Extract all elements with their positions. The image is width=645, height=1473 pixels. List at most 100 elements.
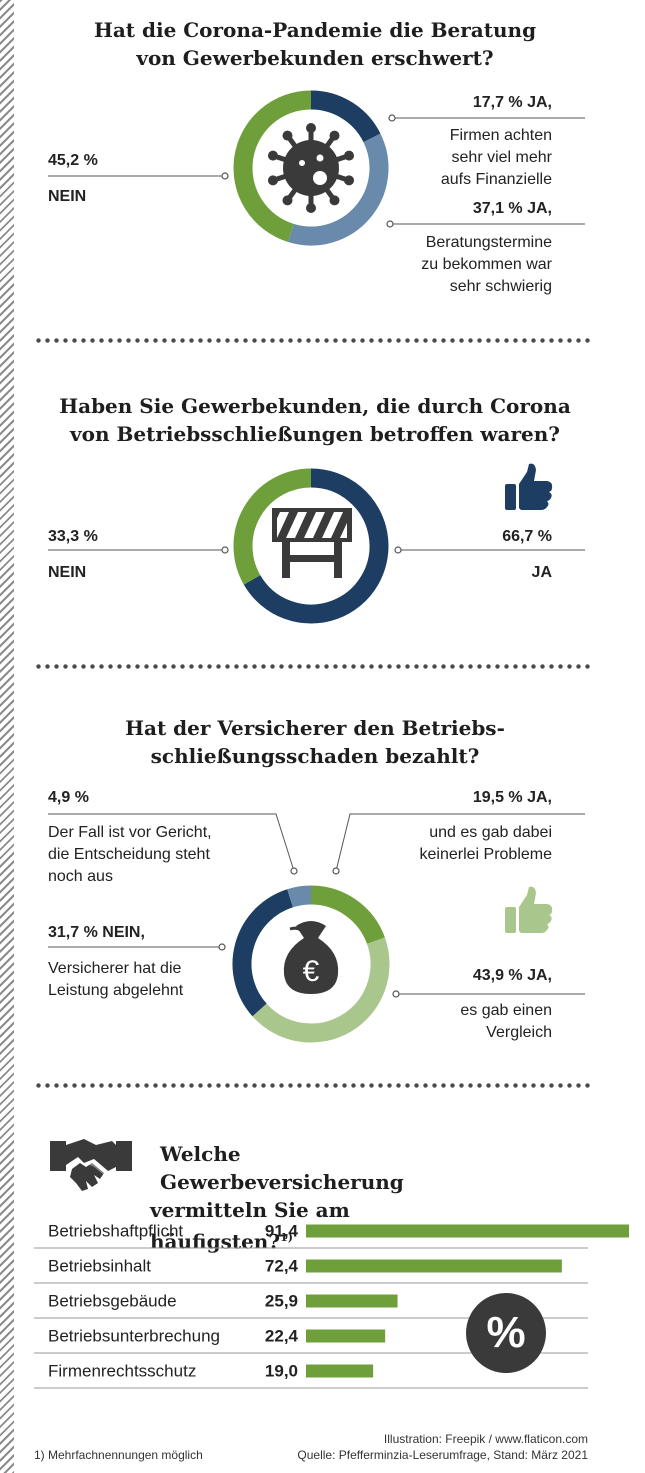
s3-d-desc-line: Vergleich: [486, 1024, 552, 1041]
section4-title-line2: vermitteln Sie am häufigsten?: [150, 1198, 350, 1254]
s1-r1-value: 17,7 % JA,: [472, 94, 552, 111]
virus-spot: [316, 154, 324, 162]
leader-dot: [332, 867, 340, 875]
section1-title: Hat die Corona-Pandemie die Beratung von…: [20, 16, 610, 72]
illustration-credit: Illustration: Freepik / www.flaticon.com: [383, 1432, 588, 1446]
thumbs-up-icon: [505, 463, 553, 510]
virus-spike-tip: [267, 175, 278, 186]
leader-dot: [392, 990, 400, 998]
bar-category-label: Betriebsunterbrechung: [48, 1327, 220, 1346]
s1-r1-desc: Firmen achten sehr viel mehr aufs Finanz…: [441, 125, 552, 191]
barrier-stripe: [322, 512, 343, 538]
bar-category-label: Betriebshaftpflicht: [48, 1222, 183, 1241]
s1-r2-desc-line: zu bekommen war: [421, 256, 552, 273]
bar: [306, 1329, 386, 1343]
s3-d-desc-line: es gab einen: [460, 1002, 552, 1019]
s3-b-desc-line: keinerlei Probleme: [419, 846, 552, 863]
s3-c-desc-line: Leistung abgelehnt: [48, 982, 184, 999]
dotted-divider: [34, 338, 590, 343]
s3-c-desc-line: Versicherer hat die: [48, 960, 182, 977]
bag-tie: [289, 926, 306, 935]
section3-title-line2: schließungsschaden bezahlt?: [150, 744, 480, 768]
virus-spike-tip: [282, 195, 293, 206]
s1-r1-desc-line: aufs Finanzielle: [440, 171, 552, 188]
virus-spot: [313, 171, 327, 185]
donut-chart-1: [48, 90, 585, 246]
bar-value-label: 22,4: [265, 1327, 299, 1346]
bag-body: [283, 938, 339, 994]
virus-icon: [267, 123, 355, 213]
virus-spike-tip: [306, 123, 316, 133]
s3-d-value: 43,9 % JA,: [472, 967, 552, 984]
donut-chart-3: €: [48, 813, 585, 1043]
virus-spike-tip: [344, 150, 355, 161]
hatched-border: [0, 0, 14, 1473]
thumb-hand: [519, 463, 553, 510]
donut-chart-2: [48, 463, 585, 624]
handshake-icon: [50, 1139, 132, 1191]
donut-slice: [252, 937, 390, 1043]
dotted-divider: [34, 1083, 590, 1088]
percent-badge: %: [466, 1293, 546, 1373]
barrier-stripe: [286, 512, 307, 538]
bar: [306, 1224, 629, 1238]
money-bag-icon: €: [283, 921, 339, 994]
s3-b-desc: und es gab dabei keinerlei Probleme: [419, 822, 552, 866]
virus-spike-tip: [329, 130, 340, 141]
s3-b-value: 19,5 % JA,: [472, 789, 552, 806]
barrier-stripe: [304, 512, 325, 538]
s1-left-value: 45,2 %: [48, 152, 98, 169]
thumb-cuff: [505, 484, 516, 510]
s1-r2-desc: Beratungstermine zu bekommen war sehr sc…: [421, 232, 552, 298]
bar: [306, 1294, 398, 1308]
leader-dot: [218, 943, 226, 951]
footnote: 1) Mehrfachnennungen möglich: [34, 1448, 203, 1462]
bar-category-label: Betriebsinhalt: [48, 1257, 151, 1276]
s3-c-value: 31,7 % NEIN,: [48, 924, 145, 941]
section2-title: Haben Sie Gewerbekunden, die durch Coron…: [20, 392, 610, 448]
virus-spike-tip: [267, 150, 278, 161]
s3-a-desc-line: noch aus: [48, 868, 113, 885]
bar-category-label: Firmenrechtsschutz: [48, 1362, 196, 1381]
barrier-stripe: [340, 522, 347, 538]
s2-left-label: NEIN: [48, 564, 87, 581]
donut-slice: [287, 885, 312, 908]
donut-slice: [233, 90, 312, 242]
bar: [306, 1364, 374, 1378]
bar-value-label: 91,4: [265, 1222, 299, 1241]
thumbs-up-icon: [505, 886, 553, 933]
section2-title-line2: von Betriebsschließungen betroffen waren…: [70, 422, 560, 446]
leader-dot: [394, 546, 402, 554]
section1-title-line2: von Gewerbekunden erschwert?: [136, 46, 494, 70]
footnote-marker: 1): [280, 1231, 293, 1244]
bar-value-label: 72,4: [265, 1257, 299, 1276]
section2-title-line1: Haben Sie Gewerbekunden, die durch Coron…: [59, 394, 571, 418]
virus-spike-tip: [329, 195, 340, 206]
s2-right-label: JA: [531, 564, 552, 581]
bar-category-label: Betriebsgebäude: [48, 1292, 177, 1311]
virus-spike-tip: [306, 203, 316, 213]
s1-r2-desc-line: sehr schwierig: [449, 278, 552, 295]
donut-slice: [243, 468, 389, 624]
leader-line: [335, 813, 585, 872]
thumb-cuff: [505, 907, 516, 933]
s1-r1-desc-line: Firmen achten: [449, 127, 552, 144]
bar-value-label: 25,9: [265, 1292, 298, 1311]
barrier-stripe: [277, 512, 289, 538]
section4-title: Welche Gewerbeversicherung vermitteln Si…: [150, 1140, 480, 1256]
s2-left-value: 33,3 %: [48, 528, 98, 545]
virus-spike-tip: [344, 175, 355, 186]
s1-r2-value: 37,1 % JA,: [472, 200, 552, 217]
leader-dot: [221, 172, 229, 180]
s1-r1-desc-line: sehr viel mehr: [451, 149, 552, 166]
leader-dot: [290, 867, 298, 875]
donut-slice: [310, 885, 385, 945]
dotted-divider: [34, 664, 590, 669]
barrier-stripes: [277, 512, 347, 538]
section3-title: Hat der Versicherer den Betriebs- schlie…: [20, 714, 610, 770]
section4-title-line1: Welche Gewerbeversicherung: [160, 1142, 404, 1194]
s3-a-value: 4,9 %: [48, 789, 89, 806]
s3-a-desc-line: die Entscheidung steht: [48, 846, 210, 863]
percent-symbol: %: [486, 1308, 526, 1357]
